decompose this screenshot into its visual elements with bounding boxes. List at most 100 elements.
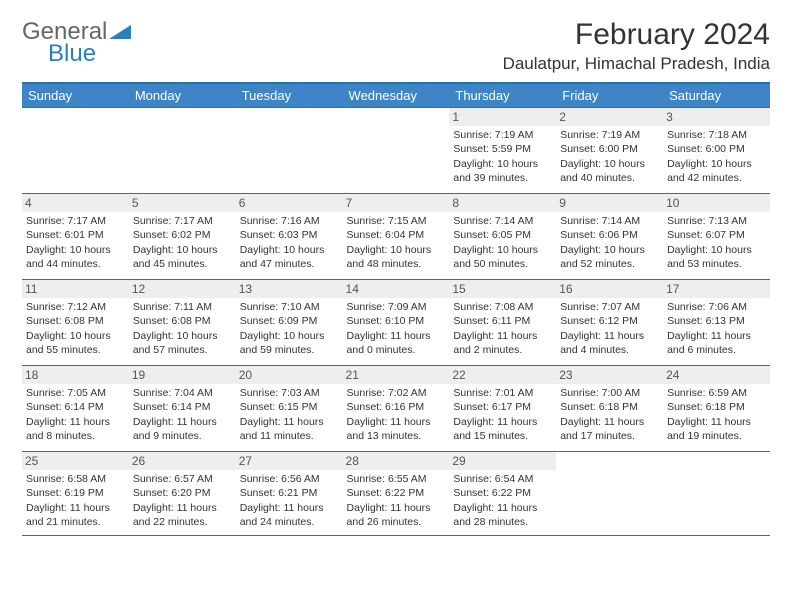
day-info: Sunrise: 7:19 AM Sunset: 6:00 PM Daylight:…: [560, 128, 659, 185]
calendar-row: 25 Sunrise: 6:58 AM Sunset: 6:19 PM Dayligh…: [22, 452, 770, 535]
calendar-day: 28 Sunrise: 6:55 AMSunset: 6:22 PMDayligh…: [343, 452, 450, 535]
sunset-line: Sunset: 6:17 PM: [453, 401, 531, 413]
daylight-line: Daylight: 11 hours and 24 minutes.: [240, 502, 324, 528]
sunrise-line: Sunrise: 6:58 AM: [26, 473, 106, 485]
day-number: 5: [129, 194, 236, 212]
sunset-line: Sunset: 5:59 PM: [453, 143, 531, 155]
daylight-line: Daylight: 10 hours and 47 minutes.: [240, 244, 325, 270]
day-info: Sunrise: 6:57 AMSunset: 6:20 PMDaylight:…: [133, 472, 232, 529]
day-info: Sunrise: 6:55 AMSunset: 6:22 PMDaylight:…: [347, 472, 446, 529]
sunrise-line: Sunrise: 6:57 AM: [133, 473, 213, 485]
triangle-icon: [109, 18, 131, 46]
calendar-day: 17 Sunrise: 7:06 AM Sunset: 6:13 PM Dayligh…: [663, 280, 770, 366]
day-info: Sunrise: 7:16 AMSunset: 6:03 PMDaylight:…: [240, 214, 339, 271]
sunset-line: Sunset: 6:08 PM: [26, 315, 104, 327]
calendar-body: 1Sunrise: 7:19 AMSunset: 5:59 PMDaylight…: [22, 108, 770, 535]
sunrise-line: Sunrise: 6:56 AM: [240, 473, 320, 485]
header-right: February 2024 Daulatpur, Himachal Prades…: [503, 18, 770, 74]
day-number: 17: [663, 280, 770, 298]
daylight-line: Daylight: 11 hours and 19 minutes.: [667, 416, 751, 442]
day-number: 3: [663, 108, 770, 126]
day-info: Sunrise: 7:17 AMSunset: 6:01 PMDaylight:…: [26, 214, 125, 271]
sunset-line: Sunset: 6:08 PM: [133, 315, 211, 327]
sunset-line: Sunset: 6:13 PM: [667, 315, 745, 327]
sunrise-line: Sunrise: 7:05 AM: [26, 387, 106, 399]
day-info: Sunrise: 7:17 AMSunset: 6:02 PMDaylight:…: [133, 214, 232, 271]
sunset-line: Sunset: 6:15 PM: [240, 401, 318, 413]
sunrise-line: Sunrise: 7:17 AM: [133, 215, 213, 227]
day-number: 25: [22, 452, 129, 470]
sunrise-line: Sunrise: 7:13 AM: [667, 215, 747, 227]
sunset-line: Sunset: 6:07 PM: [667, 229, 745, 241]
day-number: 9: [556, 194, 663, 212]
day-info: Sunrise: 7:09 AMSunset: 6:10 PMDaylight:…: [347, 300, 446, 357]
daylight-line: Daylight: 10 hours and 52 minutes.: [560, 244, 645, 270]
sunset-line: Sunset: 6:19 PM: [26, 487, 104, 499]
weekday-header: Thursday: [449, 84, 556, 108]
day-info: Sunrise: 7:08 AMSunset: 6:11 PMDaylight:…: [453, 300, 552, 357]
sunrise-line: Sunrise: 7:10 AM: [240, 301, 320, 313]
sunset-line: Sunset: 6:14 PM: [26, 401, 104, 413]
sunset-line: Sunset: 6:12 PM: [560, 315, 638, 327]
day-info: Sunrise: 7:00 AMSunset: 6:18 PMDaylight:…: [560, 386, 659, 443]
day-info: Sunrise: 7:14 AMSunset: 6:05 PMDaylight:…: [453, 214, 552, 271]
day-number: 28: [343, 452, 450, 470]
weekday-header: Sunday: [22, 84, 129, 108]
calendar-day: 12 Sunrise: 7:11 AM Sunset: 6:08 PM Dayligh…: [129, 280, 236, 366]
calendar-day: 24Sunrise: 6:59 AMSunset: 6:18 PMDayligh…: [663, 366, 770, 452]
day-info: Sunrise: 7:13 AM Sunset: 6:07 PM Daylight:…: [667, 214, 766, 271]
daylight-line: Daylight: 11 hours and 11 minutes.: [240, 416, 324, 442]
daylight-line: Daylight: 11 hours and 15 minutes.: [453, 416, 537, 442]
sunrise-line: Sunrise: 7:19 AM: [560, 129, 640, 141]
daylight-line: Daylight: 10 hours and 53 minutes.: [667, 244, 752, 270]
sunrise-line: Sunrise: 7:07 AM: [560, 301, 640, 313]
weekday-header: Friday: [556, 84, 663, 108]
sunrise-line: Sunrise: 7:08 AM: [453, 301, 533, 313]
daylight-line: Daylight: 10 hours and 57 minutes.: [133, 330, 218, 356]
weekday-header: Saturday: [663, 84, 770, 108]
calendar-day: 4Sunrise: 7:17 AMSunset: 6:01 PMDaylight…: [22, 194, 129, 280]
day-info: Sunrise: 7:06 AM Sunset: 6:13 PM Daylight:…: [667, 300, 766, 357]
day-info: Sunrise: 7:05 AMSunset: 6:14 PMDaylight:…: [26, 386, 125, 443]
calendar-day: 14Sunrise: 7:09 AMSunset: 6:10 PMDayligh…: [343, 280, 450, 366]
day-info: Sunrise: 6:56 AM Sunset: 6:21 PM Daylight:…: [240, 472, 339, 529]
sunset-line: Sunset: 6:11 PM: [453, 315, 530, 327]
sunset-line: Sunset: 6:00 PM: [560, 143, 638, 155]
day-number: 12: [129, 280, 236, 298]
calendar-day: 27Sunrise: 6:56 AMSunset: 6:21 PMDayligh…: [236, 452, 343, 535]
sunrise-line: Sunrise: 7:19 AM: [453, 129, 533, 141]
calendar-day: 6Sunrise: 7:16 AMSunset: 6:03 PMDaylight…: [236, 194, 343, 280]
sunset-line: Sunset: 6:03 PM: [240, 229, 318, 241]
sunrise-line: Sunrise: 7:06 AM: [667, 301, 747, 313]
day-info: Sunrise: 7:02 AMSunset: 6:16 PMDaylight:…: [347, 386, 446, 443]
day-number: 11: [22, 280, 129, 298]
day-info: Sunrise: 6:54 AMSunset: 6:22 PMDaylight:…: [453, 472, 552, 529]
calendar-day-empty: [343, 108, 450, 194]
sunrise-line: Sunrise: 7:09 AM: [347, 301, 427, 313]
calendar-row: 18Sunrise: 7:05 AMSunset: 6:14 PMDayligh…: [22, 366, 770, 452]
calendar-day: 26Sunrise: 6:57 AMSunset: 6:20 PMDayligh…: [129, 452, 236, 535]
day-info: Sunrise: 7:10 AMSunset: 6:09 PMDaylight:…: [240, 300, 339, 357]
daylight-line: Daylight: 11 hours and 21 minutes.: [26, 502, 110, 528]
sunset-line: Sunset: 6:21 PM: [240, 487, 318, 499]
calendar-day-empty: [663, 452, 770, 535]
calendar-day-empty: [22, 108, 129, 194]
day-info: Sunrise: 7:12 AMSunset: 6:08 PMDaylight:…: [26, 300, 125, 357]
sunrise-line: Sunrise: 7:01 AM: [453, 387, 533, 399]
day-info: Sunrise: 6:58 AM Sunset: 6:19 PM Daylight:…: [26, 472, 125, 529]
day-info: Sunrise: 7:07 AMSunset: 6:12 PMDaylight:…: [560, 300, 659, 357]
location-subtitle: Daulatpur, Himachal Pradesh, India: [503, 54, 770, 74]
daylight-line: Daylight: 11 hours and 6 minutes.: [667, 330, 751, 356]
sunset-line: Sunset: 6:14 PM: [133, 401, 211, 413]
day-number: 22: [449, 366, 556, 384]
daylight-line: Daylight: 10 hours and 40 minutes.: [560, 158, 645, 184]
calendar-day: 8Sunrise: 7:14 AMSunset: 6:05 PMDaylight…: [449, 194, 556, 280]
daylight-line: Daylight: 11 hours and 22 minutes.: [133, 502, 217, 528]
sunrise-line: Sunrise: 7:04 AM: [133, 387, 213, 399]
header: General Blue February 2024 Daulatpur, Hi…: [22, 18, 770, 74]
calendar-day-empty: [556, 452, 663, 535]
calendar-day: 13Sunrise: 7:10 AMSunset: 6:09 PMDayligh…: [236, 280, 343, 366]
weekday-header: Monday: [129, 84, 236, 108]
day-info: Sunrise: 7:15 AMSunset: 6:04 PMDaylight:…: [347, 214, 446, 271]
sunrise-line: Sunrise: 7:11 AM: [133, 301, 212, 313]
